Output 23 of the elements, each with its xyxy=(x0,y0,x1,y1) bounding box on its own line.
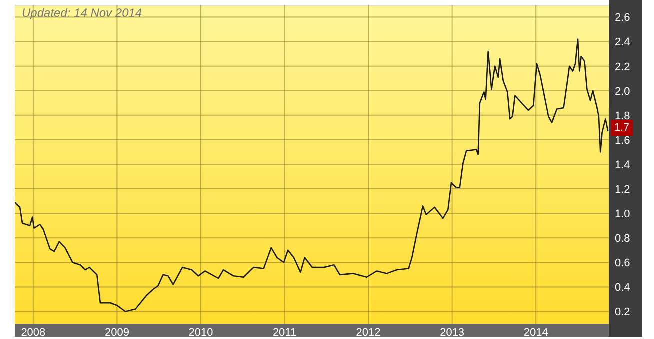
y-tick-label: 1.4 xyxy=(615,159,630,172)
x-tick-label: 2008 xyxy=(21,326,46,339)
y-tick-label: 2.2 xyxy=(615,61,630,74)
annotation: 1.7 xyxy=(611,120,633,136)
y-tick-label: 1.2 xyxy=(615,184,630,196)
x-tick-label: 2014 xyxy=(524,326,548,339)
line-series xyxy=(15,38,609,312)
y-tick-label: 0.4 xyxy=(615,282,630,294)
x-tick-label: 2012 xyxy=(356,326,381,339)
x-tick-label: 2013 xyxy=(440,326,465,339)
annotation: Updated: 14 Nov 2014 xyxy=(22,6,142,20)
y-tick-label: 2.0 xyxy=(615,86,630,98)
y-tick-label: 0.8 xyxy=(615,233,630,246)
x-tick-label: 2009 xyxy=(104,326,130,339)
y-tick-label: 1.8 xyxy=(615,110,630,122)
y-tick-label: 2.4 xyxy=(615,36,630,49)
y-tick-label: 0.6 xyxy=(615,258,630,270)
y-tick-label: 0.2 xyxy=(615,306,630,319)
x-tick-label: 2011 xyxy=(272,326,297,339)
x-tick-label: 2010 xyxy=(188,326,214,339)
y-tick-label: 1.6 xyxy=(615,134,630,147)
y-tick-label: 1.0 xyxy=(615,208,630,220)
y-tick-label: 2.6 xyxy=(615,12,630,24)
